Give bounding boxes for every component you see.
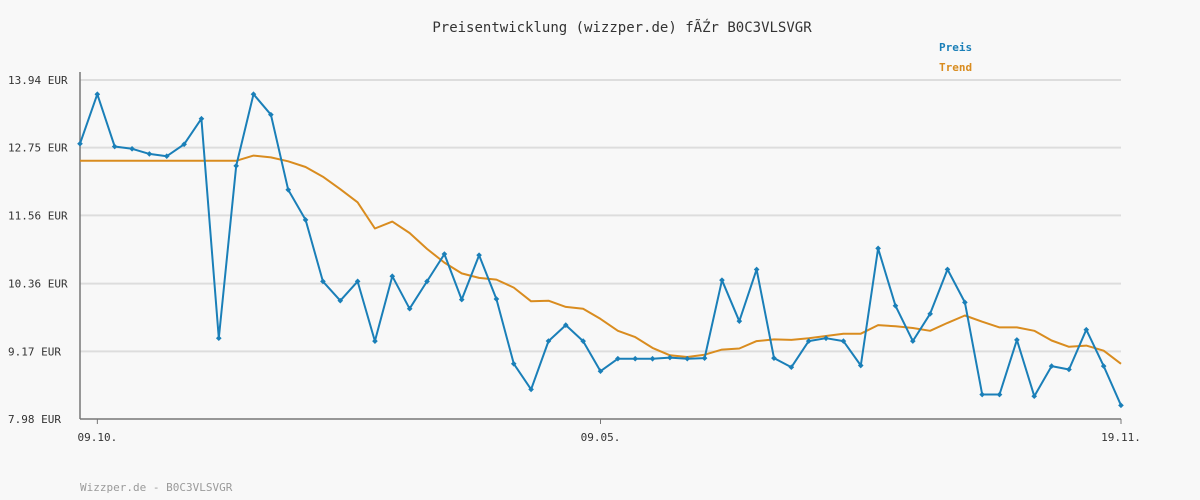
price-point <box>77 140 83 147</box>
x-tick-label: 09.10. <box>77 431 117 444</box>
series-line-trend <box>80 154 1122 365</box>
price-point <box>649 355 656 362</box>
price-point <box>597 368 604 375</box>
x-tick-label: 19.11. <box>1101 431 1141 444</box>
price-point <box>250 91 257 98</box>
price-point <box>181 141 187 148</box>
price-point <box>372 338 378 344</box>
price-point <box>163 153 170 160</box>
price-point <box>979 391 985 398</box>
price-point <box>268 111 274 118</box>
price-point <box>198 115 205 122</box>
series-points <box>77 91 1124 409</box>
price-point <box>667 354 673 361</box>
price-point <box>528 386 534 393</box>
price-point <box>719 277 725 284</box>
price-point <box>476 252 482 258</box>
price-point <box>1083 326 1090 333</box>
price-point <box>215 335 222 342</box>
price-point <box>111 143 118 150</box>
price-point <box>146 151 153 157</box>
grid-lines <box>80 79 1121 353</box>
series-lines <box>79 93 1122 406</box>
price-point <box>962 299 968 306</box>
price-point <box>1118 402 1124 409</box>
price-point <box>1014 337 1020 343</box>
x-axis-ticks: 09.10. 09.05. 19.11. <box>77 419 1141 444</box>
series-line-preis <box>79 93 1122 406</box>
price-point <box>285 186 292 193</box>
price-point <box>996 391 1003 398</box>
price-point <box>1100 363 1107 369</box>
y-tick-label: 12.75 EUR <box>8 142 68 155</box>
price-point <box>701 355 708 361</box>
y-tick-label: 10.36 EUR <box>8 278 68 291</box>
y-axis-ticks: 13.94 EUR 12.75 EUR 11.56 EUR 10.36 EUR 9.17… <box>8 74 68 426</box>
price-point <box>944 266 951 273</box>
price-point <box>632 355 639 362</box>
y-tick-label: 7.98 EUR <box>8 413 61 426</box>
y-tick-label: 9.17 EUR <box>8 345 61 358</box>
footer-credit: Wizzper.de - B0C3VLSVGR <box>80 481 233 494</box>
price-point <box>753 266 760 273</box>
price-point <box>875 245 881 252</box>
price-point <box>788 364 795 371</box>
x-tick-label: 09.05. <box>581 431 621 444</box>
price-point <box>493 296 500 302</box>
price-point <box>736 318 743 325</box>
legend-trend: Trend <box>939 61 972 74</box>
axes <box>79 72 1121 420</box>
price-point <box>94 91 101 98</box>
price-point <box>320 278 326 285</box>
price-point <box>406 305 413 312</box>
price-point <box>337 297 344 304</box>
legend-preis: Preis <box>939 41 972 54</box>
price-point <box>354 278 361 285</box>
y-tick-label: 13.94 EUR <box>8 74 68 87</box>
price-point <box>684 355 691 362</box>
y-tick-label: 11.56 EUR <box>8 209 68 222</box>
price-point <box>1031 393 1038 400</box>
price-point <box>458 296 465 303</box>
price-point <box>424 278 430 285</box>
price-point <box>927 310 933 317</box>
price-point <box>233 163 240 169</box>
price-point <box>892 302 899 309</box>
price-point <box>302 217 309 223</box>
chart-title: Preisentwicklung (wizzper.de) fÃŹr B0C3V… <box>432 19 812 36</box>
price-point <box>129 145 135 152</box>
